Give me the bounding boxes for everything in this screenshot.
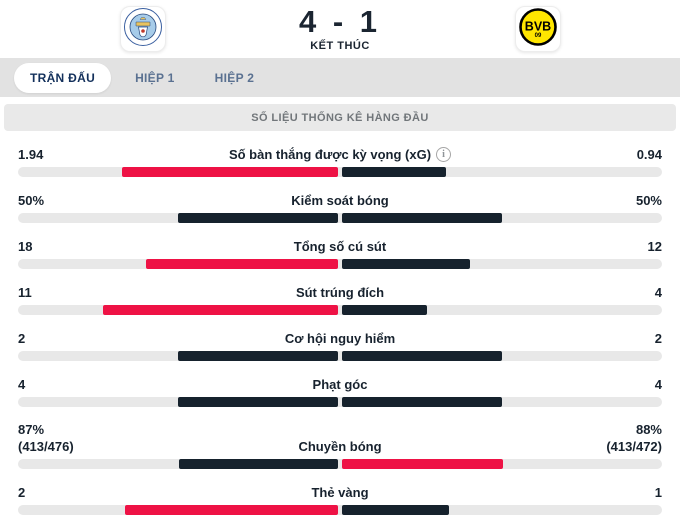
away-bar: [342, 397, 502, 407]
away-value: 88% (413/472): [606, 422, 662, 454]
home-value: 50%: [18, 193, 45, 208]
away-value: 4: [654, 285, 662, 300]
home-value: 1.94: [18, 147, 44, 162]
stat-bar-track: [18, 351, 662, 361]
away-value: 2: [654, 331, 662, 346]
home-bar: [178, 351, 338, 361]
stat-bar-track: [18, 213, 662, 223]
stat-bar-track: [18, 259, 662, 269]
away-bar: [342, 459, 503, 469]
away-team-badge[interactable]: BVB 09: [514, 6, 561, 52]
stat-label: Thẻ vàng: [311, 485, 369, 500]
away-bar: [342, 305, 428, 315]
stat-row: 1.94 Số bàn thắng được kỳ vọng (xG) i 0.…: [0, 131, 680, 177]
stat-row: 18 Tổng số cú sút i 12: [0, 223, 680, 269]
stat-label: Phạt góc: [312, 377, 368, 392]
stat-row: 4 Phạt góc i 4: [0, 361, 680, 407]
tab-tran-dau[interactable]: TRẬN ĐẤU: [14, 62, 112, 93]
stat-bar-track: [18, 167, 662, 177]
away-value: 0.94: [636, 147, 662, 162]
tab-bar: TRẬN ĐẤU HIỆP 1 HIỆP 2: [0, 58, 680, 97]
home-bar: [124, 505, 338, 515]
stat-bar-track: [18, 459, 662, 469]
manchester-city-crest-icon: [123, 7, 163, 52]
away-bar: [342, 351, 502, 361]
stat-label: Cơ hội nguy hiểm: [284, 331, 396, 346]
svg-text:BVB: BVB: [524, 19, 550, 33]
borussia-dortmund-crest-icon: BVB 09: [518, 7, 558, 52]
stat-row: 2 Cơ hội nguy hiểm i 2: [0, 315, 680, 361]
away-value: 50%: [635, 193, 662, 208]
stat-row: 87% (413/476) Chuyền bóng i 88% (413/472…: [0, 407, 680, 469]
away-bar: [342, 167, 447, 177]
home-value: 11: [18, 285, 32, 300]
section-title: SỐ LIỆU THỐNG KÊ HÀNG ĐẦU: [251, 111, 429, 124]
info-icon[interactable]: i: [436, 147, 452, 162]
score: 4 - 1: [298, 4, 382, 39]
home-bar: [178, 459, 338, 469]
stat-bar-track: [18, 397, 662, 407]
home-bar: [146, 259, 338, 269]
tab-hiep-1[interactable]: HIỆP 1: [135, 70, 175, 85]
stat-label: Số bàn thắng được kỳ vọng (xG): [228, 147, 432, 162]
away-bar: [342, 505, 449, 515]
section-header: SỐ LIỆU THỐNG KÊ HÀNG ĐẦU: [4, 104, 676, 131]
home-value: 4: [18, 377, 26, 392]
stat-label: Kiểm soát bóng: [291, 193, 389, 208]
home-team-badge[interactable]: [119, 6, 166, 52]
stat-bar-track: [18, 505, 662, 515]
away-value: 1: [654, 485, 662, 500]
stat-row: 11 Sút trúng đích i 4: [0, 269, 680, 315]
home-bar: [178, 397, 338, 407]
home-value: 18: [18, 239, 33, 254]
home-bar: [103, 305, 338, 315]
home-value: 2: [18, 485, 26, 500]
stat-row: 2 Thẻ vàng i 1: [0, 469, 680, 515]
match-header: 4 - 1 KẾT THÚC BVB 09: [0, 0, 680, 58]
svg-text:09: 09: [534, 33, 541, 39]
stat-row: 50% Kiểm soát bóng i 50%: [0, 177, 680, 223]
score-panel: 4 - 1 KẾT THÚC: [285, 4, 395, 53]
tab-hiep-2[interactable]: HIỆP 2: [214, 70, 255, 85]
away-bar: [342, 213, 502, 223]
stat-label: Sút trúng đích: [295, 285, 385, 300]
home-bar: [122, 167, 338, 177]
stat-label: Tổng số cú sút: [293, 239, 387, 254]
away-value: 4: [654, 377, 662, 392]
away-value: 12: [647, 239, 662, 254]
match-status: KẾT THÚC: [310, 40, 370, 52]
stat-label: Chuyền bóng: [298, 439, 382, 454]
stat-bar-track: [18, 305, 662, 315]
stats-list: 1.94 Số bàn thắng được kỳ vọng (xG) i 0.…: [0, 131, 680, 515]
spacer: [0, 97, 680, 104]
home-bar: [178, 213, 338, 223]
home-value: 87% (413/476): [18, 422, 74, 454]
home-value: 2: [18, 331, 26, 346]
away-bar: [342, 259, 470, 269]
